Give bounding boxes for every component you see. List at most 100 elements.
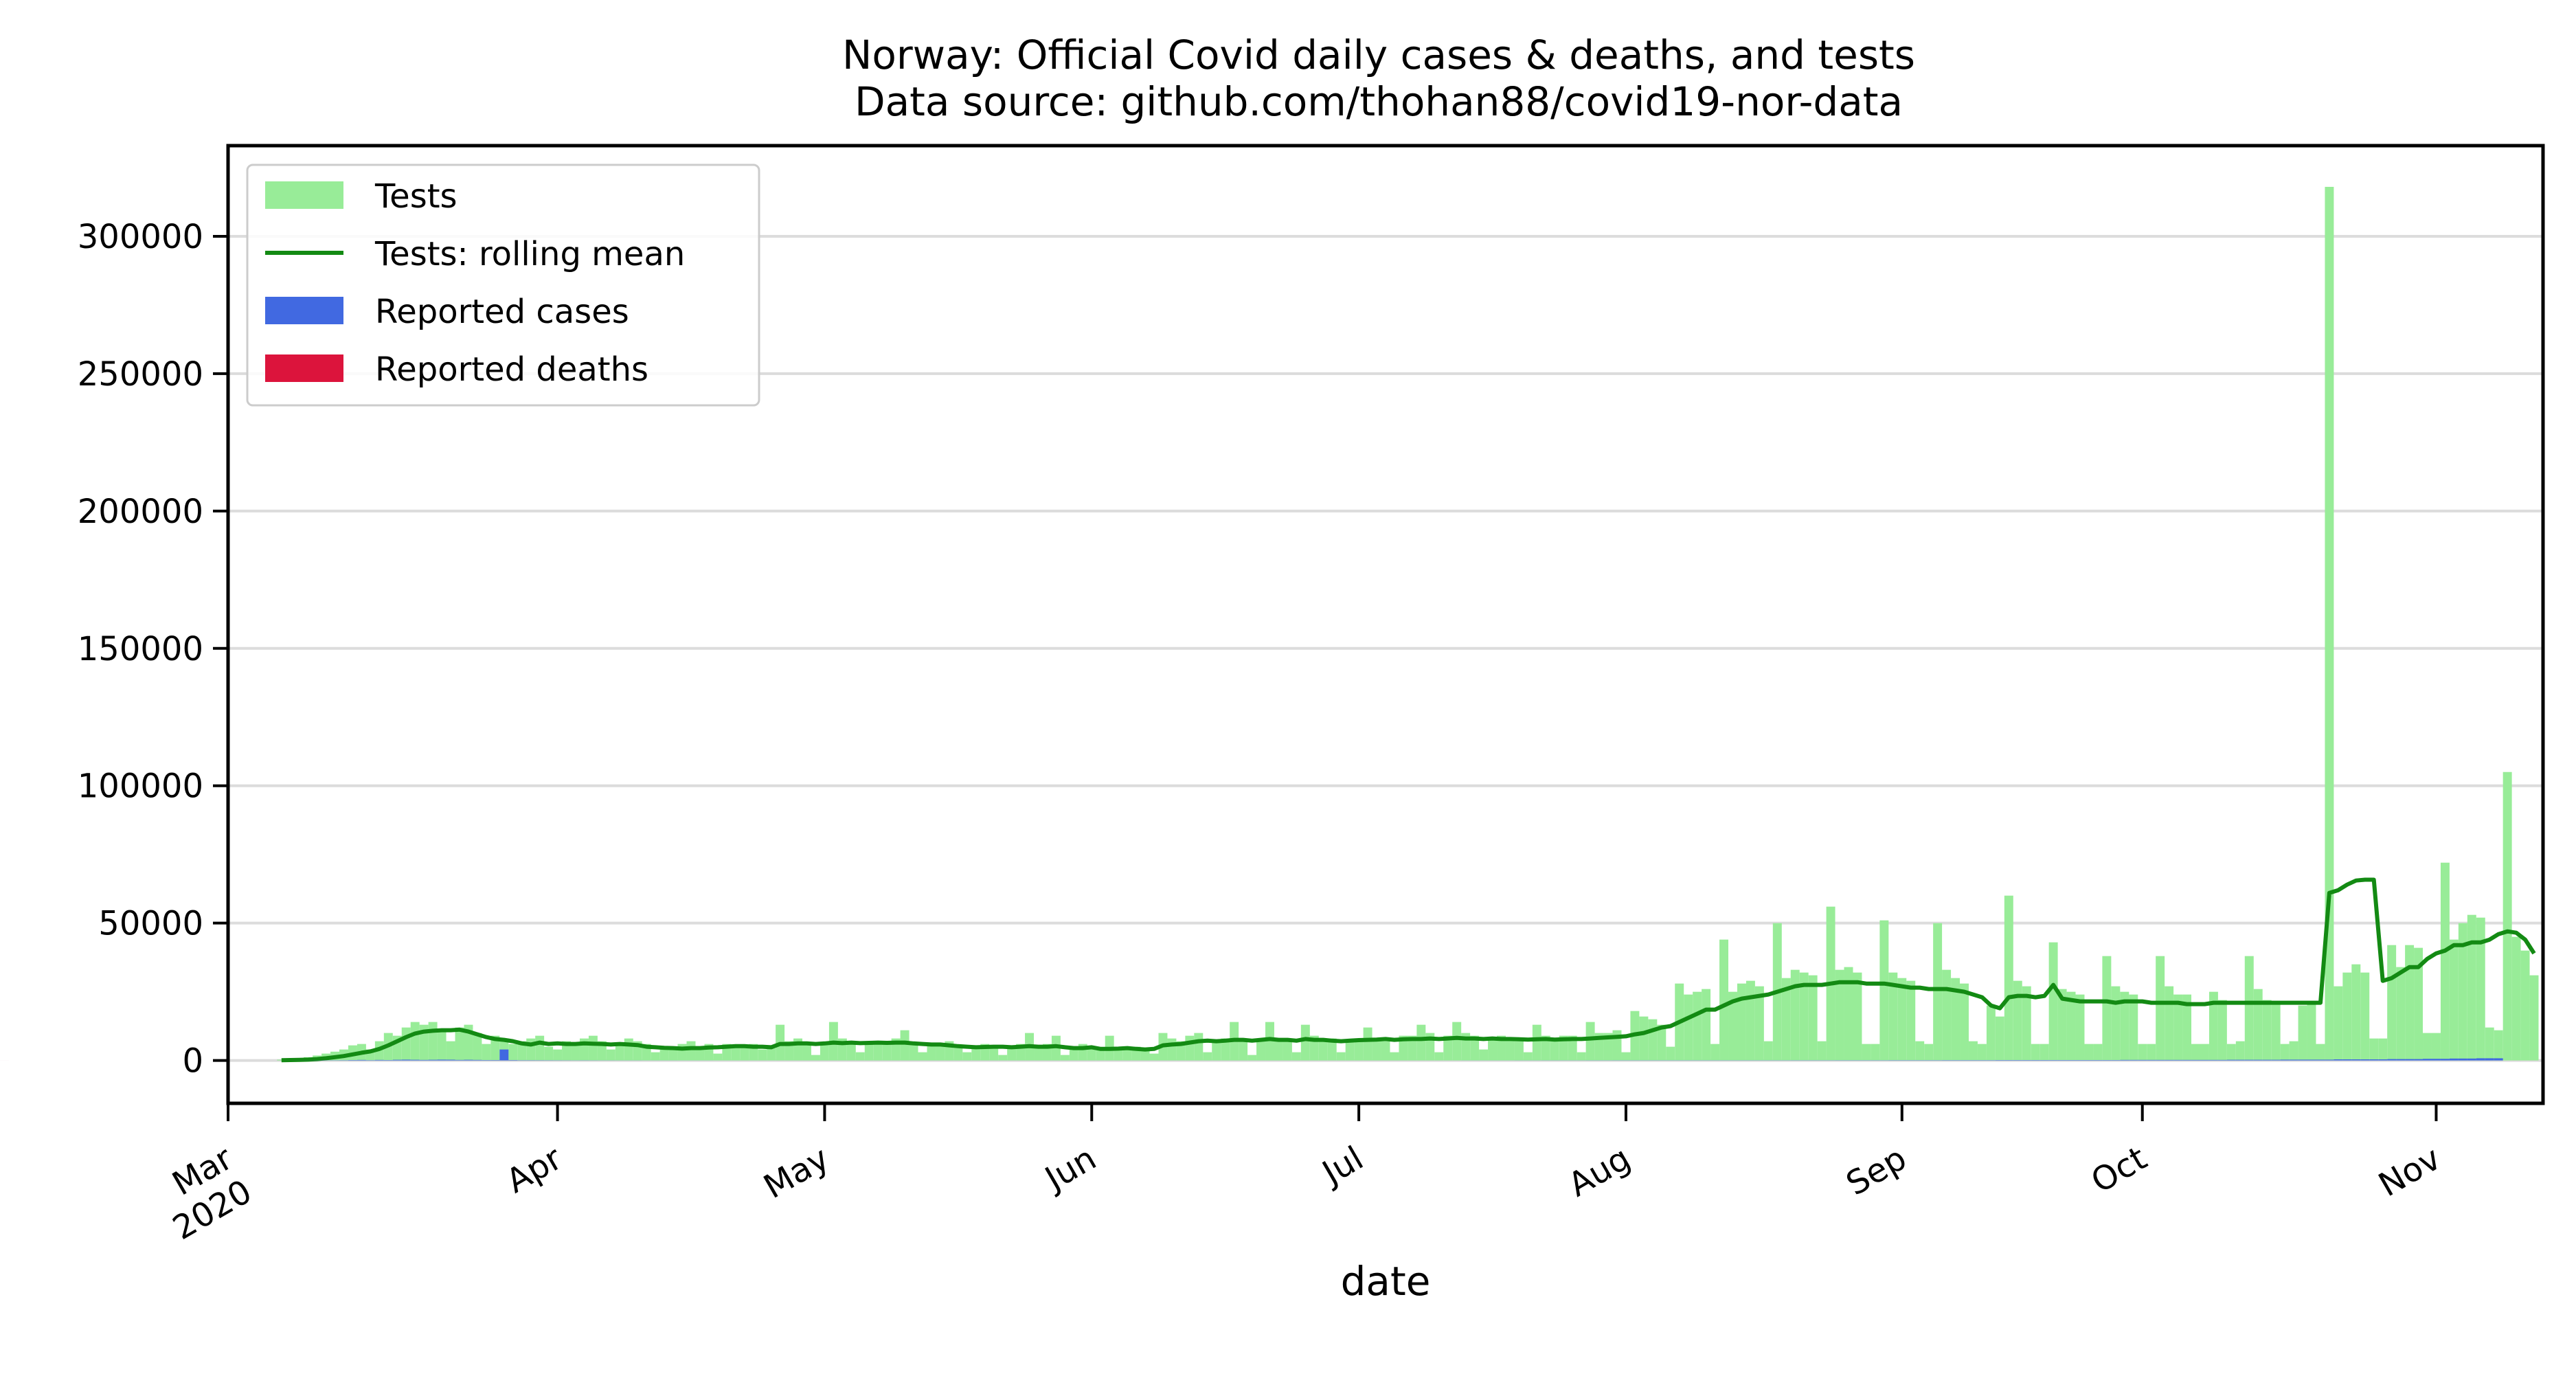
bar xyxy=(1808,975,1818,1061)
bar xyxy=(2316,1044,2325,1061)
bar xyxy=(2040,1060,2049,1061)
bar xyxy=(1514,1041,1524,1061)
bar xyxy=(1247,1055,1257,1061)
bar xyxy=(2289,1059,2298,1061)
bar xyxy=(2423,1033,2432,1061)
bar xyxy=(2369,1038,2379,1061)
bar xyxy=(882,1041,892,1061)
bar xyxy=(517,1041,527,1061)
bar xyxy=(1541,1035,1550,1061)
bar xyxy=(2289,1041,2298,1061)
bar xyxy=(1283,1038,1292,1061)
bar xyxy=(1657,1024,1667,1061)
bar xyxy=(2414,947,2424,1061)
bar xyxy=(1505,1038,1515,1061)
bar xyxy=(2262,1000,2272,1061)
bar xyxy=(2342,1059,2352,1061)
bar xyxy=(419,1059,429,1061)
bar xyxy=(1167,1038,1177,1061)
bar xyxy=(1550,1038,1559,1061)
bar xyxy=(2217,1000,2227,1061)
chart-subtitle: Data source: github.com/thohan88/covid19… xyxy=(855,78,1903,125)
bar xyxy=(2502,772,2512,1061)
bar xyxy=(1122,1049,1132,1061)
bar xyxy=(2057,1060,2067,1061)
bar xyxy=(1069,1049,1078,1061)
bar xyxy=(446,1041,455,1061)
bar xyxy=(909,1044,918,1061)
bar xyxy=(2156,1059,2165,1061)
line xyxy=(281,877,2536,1063)
bar xyxy=(2165,1059,2174,1061)
bar xyxy=(2440,862,2450,1061)
bar xyxy=(1568,1035,1577,1061)
bar xyxy=(873,1041,883,1061)
bar xyxy=(1452,1022,1462,1061)
bar xyxy=(1408,1035,1417,1061)
bar xyxy=(1986,1005,1996,1061)
bar xyxy=(1096,1049,1105,1061)
bar xyxy=(1114,1049,1123,1061)
bar xyxy=(2253,989,2263,1061)
legend-swatch xyxy=(265,297,343,324)
bar xyxy=(2351,964,2361,1061)
bar xyxy=(1862,1044,1871,1061)
bar xyxy=(1256,1038,1266,1061)
bar xyxy=(2048,1060,2058,1061)
bar xyxy=(971,1046,981,1061)
bar xyxy=(482,1044,491,1061)
bar xyxy=(2226,1044,2236,1061)
bar xyxy=(1559,1035,1568,1061)
bar xyxy=(2405,1059,2415,1061)
bar xyxy=(1345,1041,1355,1061)
bar xyxy=(918,1052,927,1061)
bar xyxy=(1763,1041,1773,1061)
bar xyxy=(1212,1041,1221,1061)
bar xyxy=(1140,1049,1150,1061)
bar xyxy=(2262,1059,2272,1061)
bar xyxy=(1968,1041,1978,1061)
bar xyxy=(2147,1044,2156,1061)
bar xyxy=(615,1044,624,1061)
bar xyxy=(2316,1059,2325,1061)
bar xyxy=(482,1060,491,1061)
bar xyxy=(1719,939,1729,1061)
bar xyxy=(1684,994,1693,1061)
bar xyxy=(1888,972,1898,1061)
bar xyxy=(758,1049,767,1061)
bar xyxy=(2271,1059,2281,1061)
bar xyxy=(1933,923,1943,1061)
bar xyxy=(900,1030,909,1061)
bar xyxy=(2173,1059,2183,1061)
bar xyxy=(1443,1035,1453,1061)
bar xyxy=(1710,1044,1720,1061)
bar xyxy=(464,1059,473,1061)
bar xyxy=(2165,986,2174,1061)
bar xyxy=(562,1041,572,1061)
bar xyxy=(731,1046,741,1061)
bar xyxy=(1585,1022,1595,1061)
bar xyxy=(802,1044,811,1061)
bar xyxy=(2244,1059,2254,1061)
bar xyxy=(2431,1033,2441,1061)
bar xyxy=(2378,1059,2388,1061)
bar xyxy=(490,1035,500,1061)
bar xyxy=(1621,1052,1631,1061)
bar xyxy=(490,1060,500,1061)
bar xyxy=(357,1059,366,1061)
bar xyxy=(1799,972,1809,1061)
bar xyxy=(2022,1060,2031,1061)
bar xyxy=(1470,1035,1480,1061)
bar xyxy=(1737,983,1746,1061)
bar xyxy=(383,1060,393,1061)
legend-swatch xyxy=(265,354,343,382)
bar xyxy=(1942,969,1952,1061)
bar xyxy=(1995,1016,2004,1061)
bar xyxy=(2280,1059,2290,1061)
bar xyxy=(1648,1019,1658,1061)
bar xyxy=(2529,975,2539,1061)
bar xyxy=(2520,950,2530,1061)
bar xyxy=(2217,1059,2227,1061)
bar xyxy=(1434,1052,1444,1061)
bar xyxy=(473,1059,482,1061)
